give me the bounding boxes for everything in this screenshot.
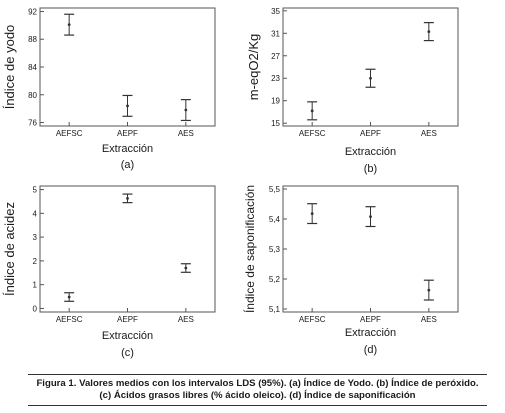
mean-point	[126, 104, 129, 108]
y-tick-label: 23	[271, 74, 280, 83]
mean-point	[369, 76, 372, 80]
y-tick-label: 1	[33, 281, 38, 290]
y-axis-label: m-eqO2/Kg	[246, 34, 261, 100]
panel-label: (b)	[364, 163, 377, 175]
y-tick-label: 84	[28, 63, 37, 72]
chart-panel-1: 76 80 84 88 92 AEFSC AEPF AES Extracción (a) Índic…	[2, 7, 216, 171]
mean-point	[427, 288, 431, 292]
plot-frame	[282, 7, 459, 127]
y-tick-label: 0	[33, 304, 38, 313]
x-tick-label: AES	[178, 129, 194, 138]
chart-panel-2: 15 19 23 27 31 35 AEFSC AEPF AES Extracción (b) m-e…	[246, 7, 459, 175]
y-axis-label: Índice de saponificación	[242, 185, 257, 313]
x-tick-label: AEFSC	[56, 129, 83, 138]
y-tick-label: 2	[33, 257, 38, 266]
mean-point	[126, 196, 129, 200]
y-axis-label: Índice de acidez	[2, 202, 17, 296]
y-tick-label: 5	[33, 186, 38, 195]
x-axis-label: Extracción	[345, 327, 396, 339]
y-tick-label: 80	[28, 91, 37, 100]
x-tick-label: AEPF	[360, 315, 381, 324]
x-axis-label: Extracción	[102, 143, 153, 155]
y-tick-label: 3	[33, 233, 38, 242]
y-tick-label: 19	[271, 97, 280, 106]
y-tick-label: 31	[271, 29, 280, 38]
x-tick-label: AEPF	[117, 129, 138, 138]
x-axis-label: Extracción	[345, 146, 396, 158]
panel-label: (c)	[121, 347, 134, 359]
y-tick-label: 5,3	[269, 245, 281, 254]
mean-point	[369, 215, 372, 219]
mean-point	[67, 23, 71, 27]
x-tick-label: AES	[421, 129, 437, 138]
x-axis-label: Extracción	[102, 330, 153, 342]
y-axis-label: Índice de yodo	[2, 25, 17, 110]
y-tick-label: 27	[271, 52, 280, 61]
mean-point	[310, 109, 314, 113]
chart-panel-4: 5,1 5,2 5,3 5,4 5,5 AEFSC AEPF AES Extracción (d)…	[242, 185, 459, 356]
plot-frame	[282, 185, 459, 313]
y-tick-label: 92	[28, 7, 37, 16]
y-tick-label: 76	[28, 119, 37, 128]
x-tick-label: AES	[178, 315, 194, 324]
y-tick-label: 5,5	[269, 185, 281, 194]
y-tick-label: 5,2	[269, 275, 281, 284]
x-tick-label: AEPF	[360, 129, 381, 138]
x-tick-label: AEFSC	[299, 315, 326, 324]
x-tick-label: AEFSC	[56, 315, 83, 324]
y-tick-label: 5,4	[269, 215, 281, 224]
y-tick-label: 35	[271, 7, 280, 16]
chart-panel-3: 0 1 2 3 4 5 AEFSC AEPF AES Extracción (c) Índice de…	[2, 185, 216, 359]
mean-point	[67, 295, 71, 299]
y-tick-label: 4	[33, 209, 38, 218]
mean-point	[184, 266, 188, 270]
mean-point	[310, 212, 314, 216]
figure-caption: Figura 1. Valores medios con los interva…	[28, 374, 487, 406]
x-tick-label: AES	[421, 315, 437, 324]
y-tick-label: 15	[271, 119, 280, 128]
mean-point	[184, 108, 188, 112]
mean-point	[427, 30, 431, 33]
x-tick-label: AEPF	[117, 315, 138, 324]
y-tick-label: 88	[28, 35, 37, 44]
panel-label: (a)	[121, 159, 134, 171]
x-tick-label: AEFSC	[299, 129, 326, 138]
panel-label: (d)	[364, 344, 377, 356]
y-tick-label: 5,1	[269, 305, 281, 314]
